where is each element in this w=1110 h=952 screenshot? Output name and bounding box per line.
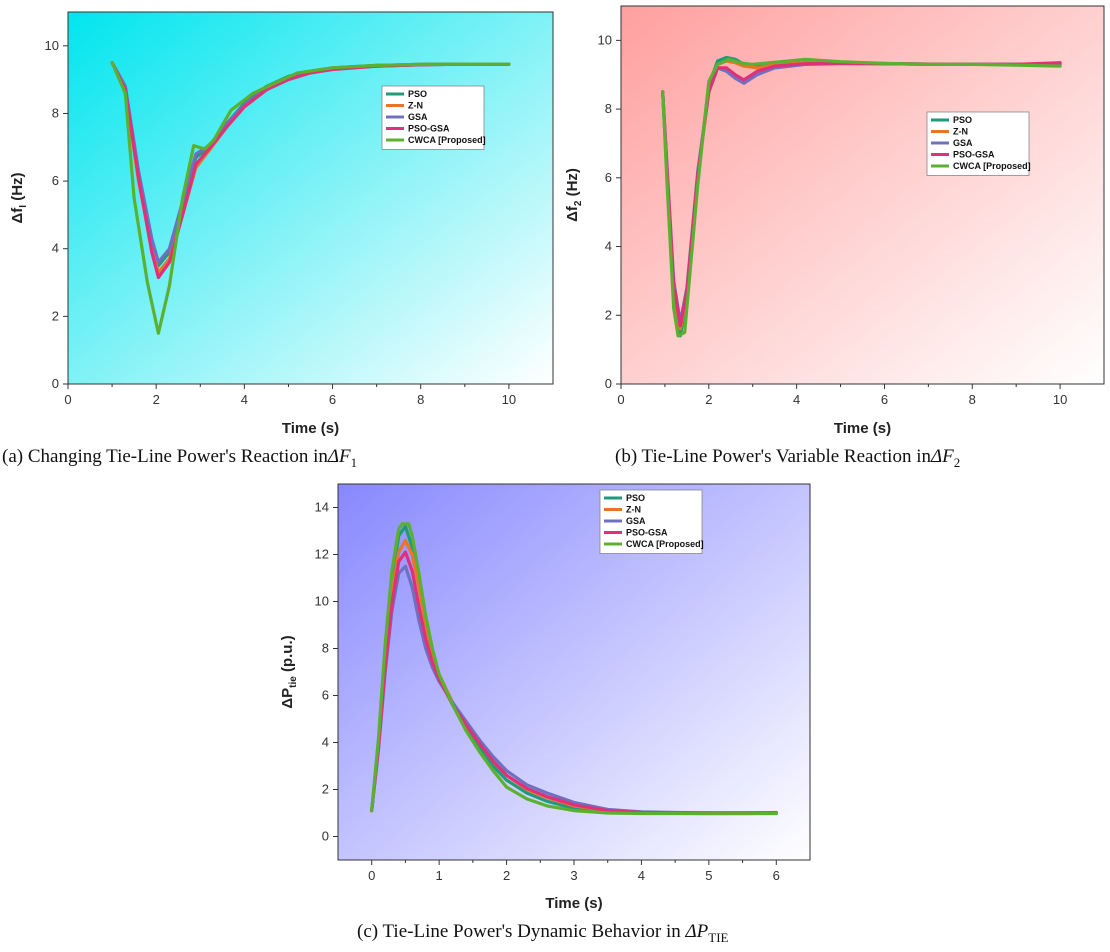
y-tick-label: 6 [322, 688, 329, 703]
x-axis-label: Time (s) [282, 420, 339, 437]
x-tick-label: 6 [329, 392, 336, 407]
y-tick-label: 0 [52, 376, 59, 391]
series-line-cwca-proposed [661, 57, 1062, 338]
plot-area-c [338, 484, 810, 860]
x-tick-label: 4 [638, 868, 645, 883]
y-tick-label: 0 [322, 829, 329, 844]
chart-panel-a: 0 2 4 6 8 10 0 2 4 6 8 10 Time (s) ΔfI (Hz) PSO Z-N GSA P… [0, 0, 560, 445]
x-tick-label: 6 [881, 392, 888, 407]
y-tick-label: 14 [315, 500, 329, 515]
x-tick-label: 2 [705, 392, 712, 407]
y-tick-label: 4 [322, 735, 329, 750]
y-tick-label: 0 [605, 376, 612, 391]
y-tick-label: 6 [52, 173, 59, 188]
x-tick-label: 8 [969, 392, 976, 407]
legend-label: PSO [953, 115, 972, 125]
caption-b-text: (b) Tie-Line Power's Variable Reaction i… [615, 446, 931, 467]
x-tick-label: 0 [617, 392, 624, 407]
series-line-cwca-proposed [110, 61, 511, 335]
y-tick-label: 8 [605, 101, 612, 116]
legend-label: Z-N [408, 101, 423, 111]
legend-label: PSO-GSA [408, 124, 450, 134]
legend-label: GSA [953, 138, 973, 148]
x-tick-label: 8 [417, 392, 424, 407]
caption-b-math: ΔF [931, 446, 954, 467]
caption-b: (b) Tie-Line Power's Variable Reaction i… [615, 446, 960, 471]
caption-c-text: (c) Tie-Line Power's Dynamic Behavior in [357, 921, 686, 942]
y-tick-label: 2 [322, 782, 329, 797]
x-axis-label: Time (s) [834, 420, 891, 437]
legend-label: PSO [408, 89, 427, 99]
y-tick-label: 2 [605, 307, 612, 322]
caption-c-math: ΔP [685, 921, 709, 942]
y-axis-label: ΔPtie (p.u.) [279, 635, 299, 708]
legend-label: GSA [408, 112, 428, 122]
y-tick-label: 10 [45, 38, 59, 53]
caption-a-sub: 1 [350, 454, 358, 470]
y-tick-label: 4 [605, 239, 612, 254]
plot-frame-b [620, 5, 1105, 385]
x-tick-label: 10 [1053, 392, 1067, 407]
x-tick-label: 4 [793, 392, 800, 407]
legend-label: CWCA [Proposed] [408, 135, 486, 145]
legend-label: Z-N [626, 505, 641, 515]
legend-label: PSO [626, 493, 645, 503]
x-tick-label: 6 [773, 868, 780, 883]
caption-b-sub: 2 [953, 454, 961, 470]
y-tick-label: 8 [322, 641, 329, 656]
y-axis-label: Δf2 (Hz) [564, 168, 584, 222]
legend-label: GSA [626, 516, 646, 526]
y-tick-label: 6 [605, 170, 612, 185]
x-tick-label: 3 [570, 868, 577, 883]
y-tick-label: 10 [315, 594, 329, 609]
y-tick-label: 8 [52, 105, 59, 120]
legend-label: Z-N [953, 127, 968, 137]
plot-frame-a [67, 11, 554, 385]
series-line-cwca-proposed [370, 522, 778, 816]
chart-panel-b: 0 2 4 6 8 10 0 2 4 6 8 10 Time (s) Δf2 (Hz) PSO Z-N GSA P… [555, 0, 1110, 445]
x-tick-label: 2 [153, 392, 160, 407]
y-axis-label: ΔfI (Hz) [9, 172, 29, 223]
y-tick-label: 4 [52, 241, 59, 256]
caption-c-sub: TIE [708, 929, 729, 945]
x-tick-label: 5 [705, 868, 712, 883]
y-tick-label: 10 [598, 32, 612, 47]
x-tick-label: 0 [368, 868, 375, 883]
caption-a: (a) Changing Tie-Line Power's Reaction i… [2, 446, 357, 471]
caption-a-math: ΔF [327, 446, 351, 467]
x-tick-label: 0 [64, 392, 71, 407]
legend-label: CWCA [Proposed] [953, 161, 1031, 171]
chart-panel-c: 0 1 2 3 4 5 6 0 2 4 6 8 10 12 14 Time (s) ΔPtie (p.u.) PS… [270, 478, 820, 920]
legend-label: CWCA [Proposed] [626, 539, 704, 549]
legend-label: PSO-GSA [626, 528, 668, 538]
x-tick-label: 1 [436, 868, 443, 883]
y-tick-label: 12 [315, 547, 329, 562]
caption-c: (c) Tie-Line Power's Dynamic Behavior in… [357, 921, 728, 946]
legend-label: PSO-GSA [953, 150, 995, 160]
plot-area-b [621, 6, 1104, 384]
x-tick-label: 10 [502, 392, 516, 407]
x-tick-label: 2 [503, 868, 510, 883]
x-tick-label: 4 [241, 392, 248, 407]
x-axis-label: Time (s) [545, 895, 602, 912]
y-tick-label: 2 [52, 308, 59, 323]
caption-a-text: (a) Changing Tie-Line Power's Reaction i… [2, 446, 328, 467]
